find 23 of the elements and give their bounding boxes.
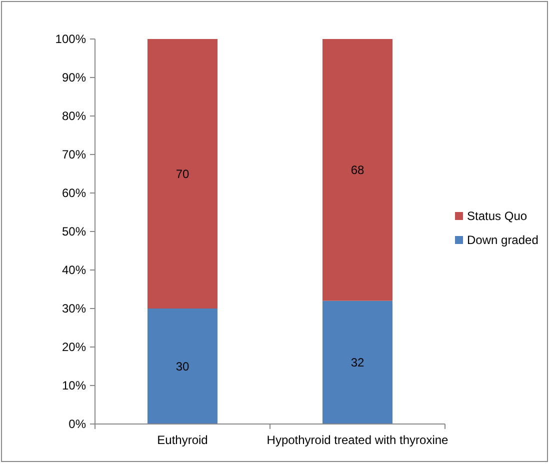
data-label: 70 (176, 166, 190, 181)
bar (322, 300, 392, 424)
legend-label: Status Quo (467, 209, 528, 224)
y-tick-label: 80% (62, 109, 86, 124)
x-tick-label: Euthyroid (157, 433, 208, 447)
data-label: 68 (350, 163, 364, 178)
bar (148, 39, 218, 308)
y-tick-label: 90% (62, 70, 86, 85)
y-tick-label: 10% (62, 378, 86, 393)
y-tick-label: 30% (62, 302, 86, 316)
y-tick-label: 0% (68, 417, 86, 432)
y-tick-label: 60% (62, 186, 86, 200)
data-label: 30 (176, 359, 190, 374)
y-tick-label: 100% (55, 32, 86, 46)
x-tick-label: Hypothyroid treated with thyroxine (266, 433, 449, 447)
data-label: 32 (350, 356, 364, 370)
bar (148, 308, 218, 424)
y-tick-label: 70% (62, 148, 86, 162)
legend-label: Down graded (467, 233, 538, 248)
y-tick-label: 20% (62, 340, 86, 354)
y-tick-label: 50% (62, 224, 86, 239)
y-tick-label: 40% (62, 263, 86, 278)
bar (322, 39, 392, 301)
